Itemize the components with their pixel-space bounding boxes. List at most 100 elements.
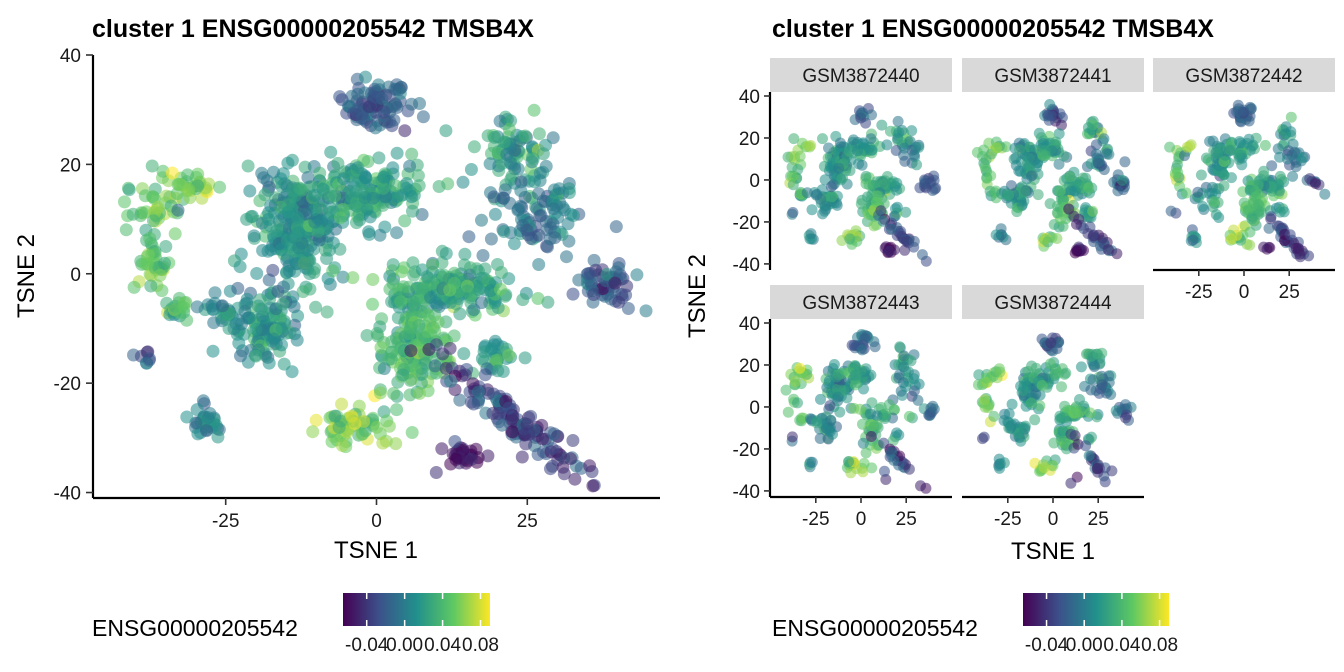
- facet-y-tick-label: 20: [739, 356, 760, 377]
- left-point: [270, 224, 284, 238]
- left-y-tick-label: 20: [60, 155, 81, 176]
- left-point: [527, 103, 541, 117]
- left-point: [471, 385, 485, 399]
- left-point: [412, 319, 426, 332]
- facet-point: [1065, 185, 1077, 197]
- left-point: [382, 89, 396, 103]
- facet-point: [824, 190, 836, 202]
- left-point: [200, 424, 213, 438]
- facet-point: [1034, 400, 1046, 412]
- left-point: [439, 362, 453, 375]
- left-point: [448, 435, 462, 448]
- facet-point: [1165, 205, 1177, 217]
- facet-point: [1187, 234, 1199, 246]
- facet-point: [1258, 241, 1270, 253]
- left-point: [345, 409, 358, 423]
- left-point: [267, 332, 281, 346]
- facet-point: [1117, 184, 1129, 196]
- facet-point: [1259, 139, 1271, 151]
- left-point: [360, 329, 374, 342]
- facet-point: [1208, 196, 1220, 208]
- left-point: [457, 347, 471, 361]
- left-point: [536, 432, 549, 446]
- left-point: [587, 253, 601, 267]
- facet-point: [862, 191, 873, 203]
- facet-x-tick-label: 25: [896, 509, 917, 530]
- left-point: [243, 184, 257, 198]
- left-point: [398, 124, 412, 138]
- left-point: [376, 436, 390, 450]
- facet-point: [792, 397, 803, 409]
- facet-point: [900, 381, 912, 393]
- facet-point: [856, 159, 868, 171]
- left-point: [371, 329, 385, 343]
- facet-point: [834, 137, 846, 149]
- left-point: [545, 459, 559, 473]
- right-chart: cluster 1 ENSG00000205542 TMSB4X GSM3872…: [684, 15, 1335, 656]
- left-point: [547, 183, 561, 197]
- left-y-tick-label: -40: [54, 484, 81, 505]
- left-point: [258, 188, 272, 202]
- facet-point: [990, 229, 1002, 241]
- legend-tick-label: -0.04: [345, 635, 389, 656]
- facet-point: [817, 133, 828, 145]
- facet-point: [857, 137, 869, 149]
- facet-point: [1265, 213, 1277, 225]
- left-point: [134, 206, 148, 220]
- facet-point: [916, 249, 928, 261]
- facet-y-tick-label: 20: [739, 129, 760, 150]
- left-point: [534, 209, 548, 222]
- left-point: [333, 211, 347, 225]
- facet-point: [887, 176, 899, 188]
- facet-point: [1319, 188, 1331, 200]
- facet-point: [789, 375, 801, 387]
- facet-point: [998, 415, 1010, 426]
- left-point: [264, 199, 278, 213]
- left-point: [390, 403, 404, 417]
- facet-point: [894, 341, 906, 353]
- left-point: [403, 373, 417, 387]
- left-point: [447, 276, 461, 290]
- left-point: [190, 300, 204, 314]
- left-point: [312, 233, 326, 247]
- left-point: [318, 243, 332, 257]
- facet-point: [851, 369, 862, 381]
- facet-point: [1210, 209, 1222, 221]
- left-point: [488, 130, 502, 144]
- facet-point: [908, 373, 920, 385]
- facet-point: [900, 206, 912, 218]
- facet-point: [1011, 206, 1023, 218]
- facet-point: [903, 463, 915, 475]
- facet-strip-label: GSM3872441: [994, 66, 1111, 87]
- left-point: [376, 181, 390, 195]
- facet-point: [1272, 220, 1283, 232]
- facet-point: [1006, 398, 1018, 410]
- facet-point: [1116, 174, 1128, 186]
- facet-point: [1032, 189, 1044, 201]
- left-point: [332, 420, 346, 434]
- left-point: [171, 203, 185, 217]
- left-point: [292, 241, 306, 255]
- facet-point: [890, 203, 901, 215]
- facet-point: [1092, 459, 1104, 471]
- left-point: [467, 397, 481, 411]
- facet-point: [1090, 139, 1102, 151]
- left-point: [489, 353, 503, 367]
- left-point: [281, 156, 295, 170]
- left-point: [390, 146, 404, 160]
- left-point: [562, 182, 576, 196]
- left-point: [288, 327, 302, 341]
- left-point: [326, 264, 340, 278]
- facet-y-tick-label: 40: [739, 314, 760, 335]
- facet-point: [1056, 119, 1067, 131]
- facet-point: [1120, 412, 1132, 424]
- left-point: [400, 177, 414, 190]
- left-point: [168, 227, 182, 241]
- facet-points: [782, 103, 942, 267]
- left-point: [568, 472, 582, 486]
- left-point: [144, 279, 158, 293]
- left-point: [495, 418, 509, 432]
- facet-point: [1283, 145, 1294, 157]
- facet-point: [1238, 106, 1250, 118]
- left-point: [406, 256, 420, 270]
